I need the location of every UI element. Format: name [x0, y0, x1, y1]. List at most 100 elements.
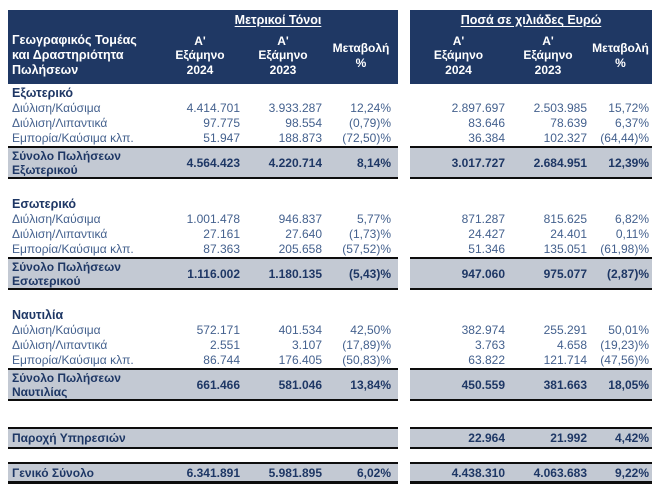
row-label: Διύλιση/Καύσιμα: [12, 212, 101, 226]
column-header-h1-2024: Α' Εξάμηνο 2024: [433, 33, 484, 77]
section-header-naytilia: Ναυτιλία: [8, 308, 652, 323]
cell-tons-2023: 401.534: [278, 323, 322, 337]
cell-euro-2023: 2.684.951: [533, 155, 587, 170]
cell-euro-2023: 78.639: [550, 116, 587, 130]
cell-euro-2023: 4.658: [556, 338, 587, 352]
section-total-row: Σύνολο Πωλήσεων Ναυτιλίας 661.466 581.04…: [8, 368, 652, 401]
cell-euro-2023: 381.663: [543, 377, 587, 392]
cell-euro-2023: 2.503.985: [533, 101, 587, 115]
total-label: Σύνολο Πωλήσεων Εσωτερικού: [12, 259, 121, 288]
cell-euro-2023: 135.051: [543, 242, 587, 256]
cell-tons-change: 42,50%: [350, 323, 391, 337]
cell-tons-2024: 27.161: [203, 227, 240, 241]
cell-tons-2024: 87.363: [203, 242, 240, 256]
cell-euro-2024: 2.897.697: [451, 101, 505, 115]
row-axis-header: Γεωγραφικός Τομέας και Δραστηριότητα Πωλ…: [12, 33, 137, 77]
section-label: Εσωτερικό: [12, 197, 77, 211]
thousand-euros-title: Ποσά σε χιλιάδες Ευρώ: [460, 13, 602, 27]
cell-euro-2023: 21.992: [550, 431, 587, 445]
cell-tons-2023: 27.640: [285, 227, 322, 241]
cell-tons-change: (50,83)%: [342, 353, 391, 367]
cell-euro-2024: 3.763: [474, 338, 505, 352]
cell-euro-change: 4,42%: [614, 431, 649, 445]
table-row: Διύλιση/Λιπαντικά 2.551 3.107 (17,89)% 3…: [8, 338, 652, 353]
total-label: Γενικό Σύνολο: [12, 465, 94, 480]
row-label: Εμπορία/Καύσιμα κλπ.: [12, 242, 134, 256]
row-label: Διύλιση/Λιπαντικά: [12, 338, 108, 352]
total-label: Σύνολο Πωλήσεων Εξωτερικού: [12, 148, 121, 177]
table-row: Διύλιση/Λιπαντικά 27.161 27.640 (1,73)% …: [8, 227, 652, 242]
cell-euro-change: (61,98)%: [600, 242, 649, 256]
cell-euro-2024: 871.287: [461, 212, 505, 226]
table-row: Διύλιση/Καύσιμα 572.171 401.534 42,50% 3…: [8, 323, 652, 338]
cell-tons-2024: 97.775: [203, 116, 240, 130]
cell-euro-change: 15,72%: [608, 101, 649, 115]
row-label: Διύλιση/Καύσιμα: [12, 101, 101, 115]
grand-total-row: Γενικό Σύνολο 6.341.891 5.981.895 6,02% …: [8, 462, 652, 484]
cell-euro-change: 12,39%: [608, 155, 649, 170]
cell-euro-change: (64,44)%: [600, 131, 649, 145]
thousand-euros-header: Ποσά σε χιλιάδες Ευρώ Α' Εξάμηνο 2024 Α'…: [410, 10, 652, 84]
cell-euro-change: 18,05%: [608, 377, 649, 392]
cell-tons-change: 12,24%: [350, 101, 391, 115]
cell-euro-2023: 102.327: [543, 131, 587, 145]
cell-tons-2023: 3.933.287: [268, 101, 322, 115]
cell-euro-2024: 4.438.310: [451, 465, 505, 480]
cell-tons-2024: 661.466: [196, 377, 240, 392]
cell-tons-2023: 946.837: [278, 212, 322, 226]
cell-euro-2024: 63.822: [468, 353, 505, 367]
cell-tons-change: (17,89)%: [342, 338, 391, 352]
cell-tons-change: (72,50)%: [342, 131, 391, 145]
cell-euro-2023: 4.063.683: [533, 465, 587, 480]
column-header-h1-2023: Α' Εξάμηνο 2023: [523, 33, 573, 77]
table-row: Διύλιση/Λιπαντικά 97.775 98.554 (0,79)% …: [8, 116, 652, 131]
section-total-row: Σύνολο Πωλήσεων Εσωτερικού 1.116.002 1.1…: [8, 257, 652, 290]
cell-euro-change: (47,56)%: [600, 353, 649, 367]
cell-tons-2024: 1.001.478: [186, 212, 240, 226]
cell-euro-2024: 382.974: [461, 323, 505, 337]
cell-tons-2023: 98.554: [285, 116, 322, 130]
cell-euro-change: 6,82%: [614, 212, 649, 226]
section-label: Εξωτερικό: [12, 86, 74, 100]
cell-euro-2024: 3.017.727: [451, 155, 505, 170]
cell-euro-2024: 947.060: [461, 266, 505, 281]
services-row: Παροχή Υπηρεσιών 22.964 21.992 4,42%: [8, 427, 652, 449]
column-header-change: Μεταβολή %: [592, 41, 649, 70]
section-total-row: Σύνολο Πωλήσεων Εξωτερικού 4.564.423 4.2…: [8, 146, 652, 179]
cell-tons-change: 6,02%: [356, 465, 391, 480]
cell-euro-2023: 121.714: [543, 353, 587, 367]
cell-euro-change: (19,23)%: [600, 338, 649, 352]
cell-tons-2024: 1.116.002: [187, 266, 240, 281]
cell-tons-2023: 188.873: [278, 131, 322, 145]
cell-euro-change: 50,01%: [608, 323, 649, 337]
cell-euro-2023: 975.077: [543, 266, 587, 281]
cell-tons-2023: 5.981.895: [268, 465, 322, 480]
row-label: Διύλιση/Καύσιμα: [12, 323, 101, 337]
cell-euro-2023: 255.291: [543, 323, 587, 337]
cell-tons-change: (57,52)%: [342, 242, 391, 256]
row-label: Εμπορία/Καύσιμα κλπ.: [12, 353, 134, 367]
cell-tons-2023: 3.107: [291, 338, 322, 352]
cell-euro-2024: 83.646: [468, 116, 505, 130]
row-label: Διύλιση/Λιπαντικά: [12, 116, 108, 130]
cell-euro-2023: 24.401: [550, 227, 587, 241]
row-label: Εμπορία/Καύσιμα κλπ.: [12, 131, 134, 145]
cell-tons-2023: 4.220.714: [268, 155, 322, 170]
section-header-exoteriko: Εξωτερικό: [8, 86, 652, 101]
cell-tons-2024: 4.564.423: [186, 155, 240, 170]
sales-breakdown-table: Μετρικοί Τόνοι Γεωγραφικός Τομέας και Δρ…: [8, 10, 652, 484]
table-header: Μετρικοί Τόνοι Γεωγραφικός Τομέας και Δρ…: [8, 10, 652, 84]
column-header-h1-2023: Α' Εξάμηνο 2023: [258, 33, 308, 77]
table-row: Διύλιση/Καύσιμα 4.414.701 3.933.287 12,2…: [8, 101, 652, 116]
cell-euro-2024: 24.427: [468, 227, 505, 241]
cell-tons-2024: 4.414.701: [186, 101, 240, 115]
section-header-esoteriko: Εσωτερικό: [8, 197, 652, 212]
cell-tons-2023: 205.658: [278, 242, 322, 256]
cell-tons-change: 8,14%: [356, 155, 391, 170]
cell-tons-2024: 2.551: [209, 338, 240, 352]
metric-tons-title: Μετρικοί Τόνοι: [234, 13, 322, 27]
cell-euro-2023: 815.625: [543, 212, 587, 226]
table-row: Εμπορία/Καύσιμα κλπ. 86.744 176.405 (50,…: [8, 353, 652, 368]
cell-tons-change: (0,79)%: [348, 116, 391, 130]
cell-euro-change: (2,87)%: [606, 266, 649, 281]
